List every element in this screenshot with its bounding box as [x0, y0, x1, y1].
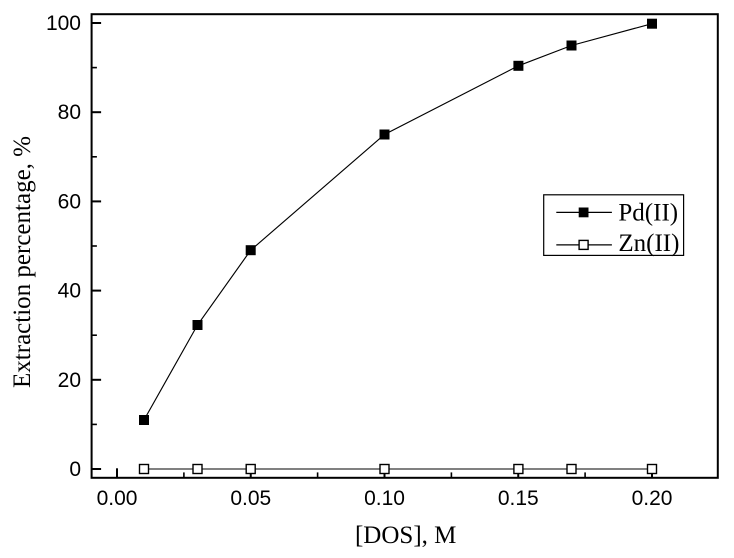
svg-text:0.00: 0.00: [97, 487, 138, 510]
svg-text:0.20: 0.20: [632, 487, 673, 510]
svg-text:80: 80: [58, 101, 81, 124]
svg-text:Pd(II): Pd(II): [618, 200, 678, 227]
svg-text:0.10: 0.10: [364, 487, 405, 510]
svg-text:0: 0: [69, 458, 81, 481]
svg-text:60: 60: [58, 190, 81, 213]
svg-text:Zn(II): Zn(II): [618, 230, 679, 257]
svg-text:Extraction percentage, %: Extraction percentage, %: [9, 136, 36, 388]
svg-text:0.15: 0.15: [498, 487, 539, 510]
svg-text:[DOS], M: [DOS], M: [355, 522, 456, 549]
svg-text:20: 20: [58, 369, 81, 392]
svg-text:0.05: 0.05: [230, 487, 271, 510]
svg-text:100: 100: [46, 12, 81, 35]
svg-text:40: 40: [58, 280, 81, 303]
